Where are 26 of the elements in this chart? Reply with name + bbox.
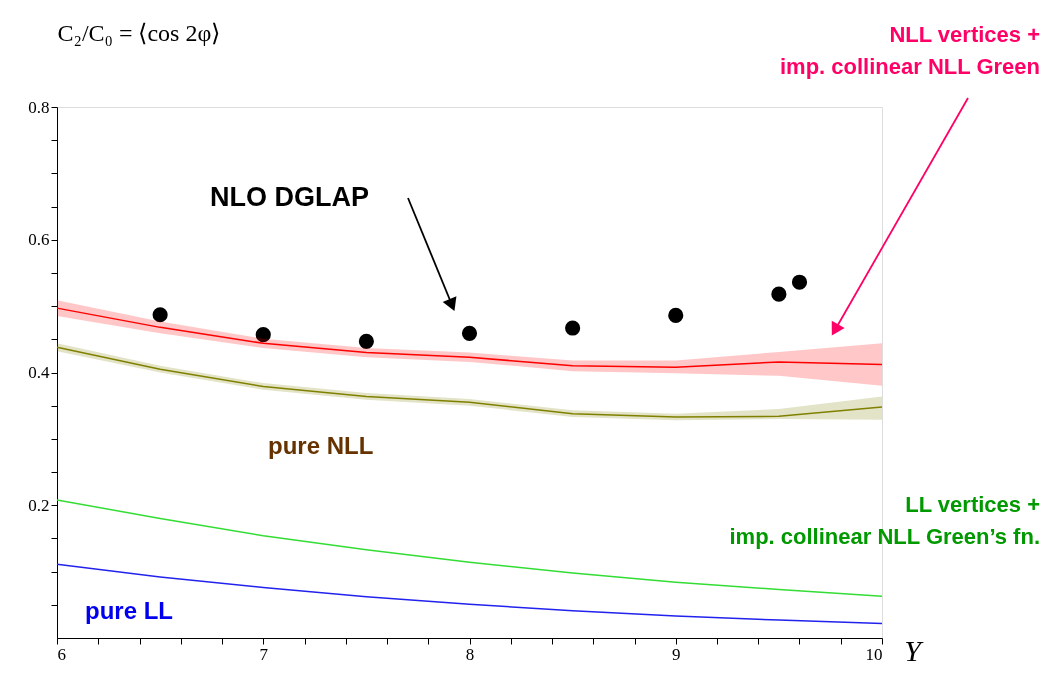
series-label: pure NLL [268, 432, 374, 459]
series-label: pure LL [85, 597, 173, 624]
point [565, 320, 581, 336]
y-tick-label: 0.6 [28, 230, 50, 250]
y-axis-title: C₂/C₀ = ⟨cos 2φ⟩ [57, 19, 221, 46]
point [461, 325, 478, 341]
x-tick-label: 9 [672, 644, 681, 664]
point [791, 274, 808, 290]
point [668, 307, 684, 323]
line-series [56, 563, 883, 625]
y-tick-label: 0.2 [28, 495, 50, 515]
text: NLO DGLAP [210, 182, 369, 212]
y-tick-label: 0.8 [28, 97, 50, 117]
y-tick-label: 0.4 [28, 363, 50, 382]
x-tick-label: 7 [259, 644, 269, 664]
series-label: LL vertices + imp. collinear NLL Green’s fn. [729, 492, 1040, 549]
x-axis-title: Y [904, 633, 925, 667]
line-series [56, 307, 883, 368]
x-tick-label: 6 [57, 644, 66, 664]
point [152, 307, 168, 323]
x-tick-label: 8 [465, 644, 475, 664]
point [255, 327, 271, 343]
x-tick-label: 10 [865, 644, 883, 664]
point [771, 286, 787, 302]
text: NLL vertices + imp. collinear NLL Green [780, 22, 1040, 79]
point [358, 333, 374, 349]
